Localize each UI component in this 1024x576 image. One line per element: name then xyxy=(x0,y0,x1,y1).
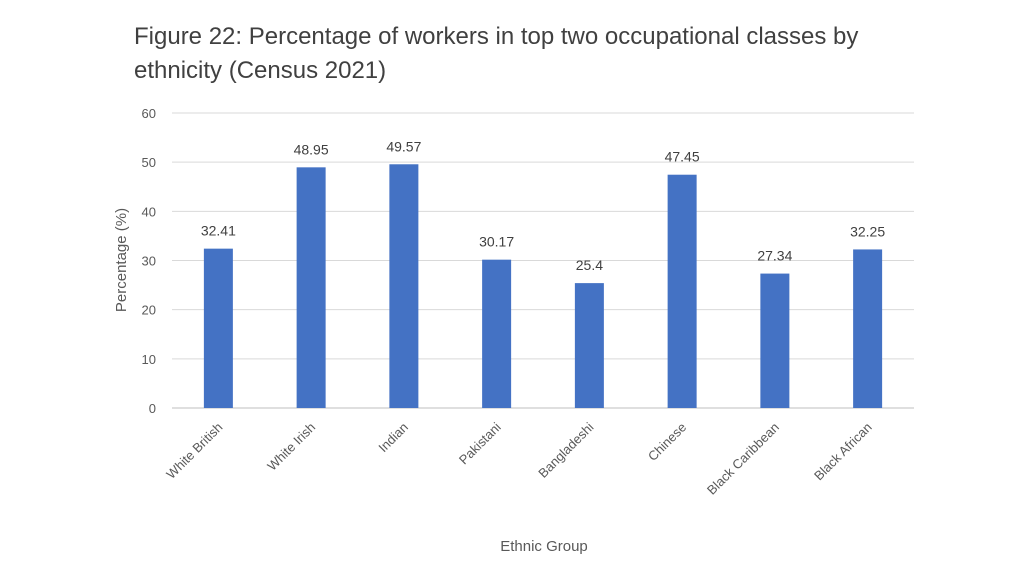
bar-black-african xyxy=(853,249,883,408)
category-label: Black Caribbean xyxy=(704,420,782,498)
y-tick-label: 50 xyxy=(142,155,156,170)
y-tick-label: 60 xyxy=(142,106,156,121)
y-tick-label: 20 xyxy=(142,303,156,318)
x-axis-title: Ethnic Group xyxy=(500,538,588,555)
category-label: Black African xyxy=(811,420,875,484)
category-label: Chinese xyxy=(645,420,689,464)
category-labels: White British White Irish Indian Pakistani B… xyxy=(163,419,874,497)
data-label: 32.41 xyxy=(201,223,236,239)
data-label: 32.25 xyxy=(850,223,885,239)
category-label: White Irish xyxy=(264,420,318,474)
data-label: 30.17 xyxy=(479,234,514,250)
category-label: Bangladeshi xyxy=(535,419,596,480)
bar-bangladeshi xyxy=(574,283,604,408)
data-label: 49.57 xyxy=(386,138,421,154)
bar-chinese xyxy=(667,174,697,408)
bar-indian xyxy=(389,164,419,408)
y-tick-labels: 0 10 20 30 40 50 60 xyxy=(142,106,156,416)
category-label: Indian xyxy=(375,420,411,456)
data-label: 27.34 xyxy=(757,248,792,264)
y-axis-title: Percentage (%) xyxy=(113,208,130,312)
gridlines xyxy=(172,112,914,409)
chart-title: Figure 22: Percentage of workers in top … xyxy=(134,23,859,84)
bar-white-irish xyxy=(296,167,326,408)
bar-black-caribbean xyxy=(760,273,790,408)
y-tick-label: 10 xyxy=(142,352,156,367)
bar-white-british xyxy=(203,248,233,408)
y-tick-label: 0 xyxy=(149,401,156,416)
data-label: 48.95 xyxy=(294,141,329,157)
bars xyxy=(203,164,883,408)
category-label: White British xyxy=(163,420,225,482)
data-label: 47.45 xyxy=(665,149,700,165)
y-tick-label: 40 xyxy=(142,204,156,219)
data-label: 25.4 xyxy=(576,257,603,273)
category-label: Pakistani xyxy=(456,419,504,467)
data-labels: 32.41 48.95 49.57 30.17 25.4 47.45 27.34 32.25 xyxy=(201,138,885,273)
bar-pakistani xyxy=(482,259,512,408)
y-tick-label: 30 xyxy=(142,254,156,269)
